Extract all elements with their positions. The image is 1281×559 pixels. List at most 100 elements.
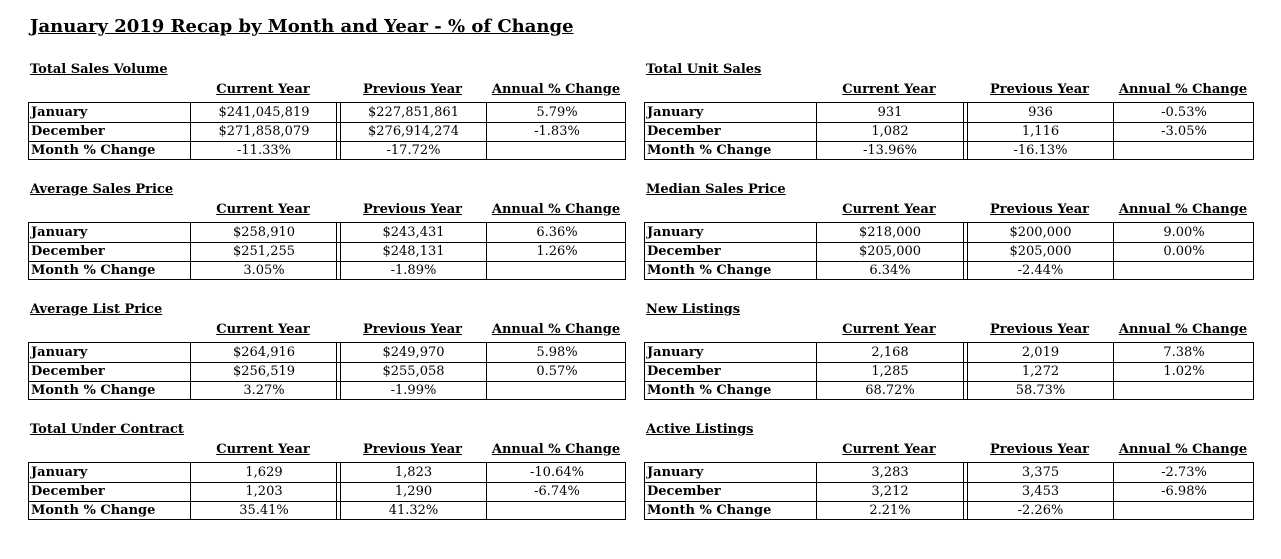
cell-annual: 0.00% (1163, 244, 1205, 259)
table-row: December $256,519 $255,058 0.57% (29, 362, 625, 382)
cell-previous: 3,375 (1021, 465, 1060, 480)
cell-previous: $200,000 (1009, 225, 1072, 240)
page-title: January 2019 Recap by Month and Year - %… (30, 16, 574, 37)
cell-previous: $248,131 (382, 244, 445, 259)
cell-annual: 0.57% (536, 364, 578, 379)
table-row: January 931 936 -0.53% (645, 103, 1253, 123)
table-row: January $258,910 $243,431 6.36% (29, 223, 625, 243)
data-table: January $264,916 $249,970 5.98% December $256… (28, 342, 626, 400)
row-label: Month % Change (647, 383, 772, 398)
column-header-current: Current Year (842, 202, 936, 217)
cell-previous: $255,058 (382, 364, 445, 379)
data-table: January $218,000 $200,000 9.00% December $205… (644, 222, 1254, 280)
cell-annual: -10.64% (530, 465, 584, 480)
column-divider (190, 103, 191, 159)
row-label: Month % Change (647, 143, 772, 158)
column-header-annual: Annual % Change (1118, 202, 1248, 217)
column-divider (190, 223, 191, 279)
column-divider (340, 343, 341, 399)
cell-previous: 1,272 (1021, 364, 1060, 379)
cell-current: -13.96% (863, 143, 917, 158)
cell-current: -11.33% (237, 143, 291, 158)
column-header-current: Current Year (216, 322, 310, 337)
column-divider (967, 463, 968, 519)
table-row: January $264,916 $249,970 5.98% (29, 343, 625, 363)
cell-current: 68.72% (865, 383, 915, 398)
table-row: December 1,082 1,116 -3.05% (645, 122, 1253, 142)
cell-annual: -0.53% (1161, 105, 1207, 120)
section-title: Average Sales Price (30, 182, 174, 197)
table-row: Month % Change 6.34% -2.44% (645, 261, 1253, 280)
column-divider (340, 223, 341, 279)
row-label: December (647, 124, 721, 139)
column-header-previous: Previous Year (362, 322, 463, 337)
cell-annual (487, 501, 627, 520)
data-table: January 1,629 1,823 -10.64% December 1,203 1,2… (28, 462, 626, 520)
row-label: Month % Change (31, 503, 156, 518)
cell-previous: -1.99% (390, 383, 437, 398)
section-title: New Listings (646, 302, 741, 317)
column-header-previous: Previous Year (362, 442, 463, 457)
column-header-current: Current Year (216, 82, 310, 97)
row-label: Month % Change (647, 503, 772, 518)
row-label: January (31, 105, 88, 120)
column-divider (816, 103, 817, 159)
row-label: Month % Change (31, 383, 156, 398)
data-table: January 3,283 3,375 -2.73% December 3,212 3,45… (644, 462, 1254, 520)
column-header-current: Current Year (842, 82, 936, 97)
data-table: January $258,910 $243,431 6.36% December $251… (28, 222, 626, 280)
column-divider (967, 103, 968, 159)
cell-annual: -6.74% (534, 484, 580, 499)
column-header-previous: Previous Year (989, 202, 1090, 217)
cell-annual: 5.98% (536, 345, 578, 360)
cell-previous: -16.13% (1013, 143, 1068, 158)
row-label: December (31, 364, 105, 379)
cell-annual: -1.83% (534, 124, 580, 139)
column-header-previous: Previous Year (989, 442, 1090, 457)
table-row: January $218,000 $200,000 9.00% (645, 223, 1253, 243)
cell-annual: 7.38% (1163, 345, 1205, 360)
cell-previous: $205,000 (1009, 244, 1072, 259)
data-table: January $241,045,819 $227,851,861 5.79% Dece… (28, 102, 626, 160)
row-label: January (31, 225, 88, 240)
cell-previous: 1,290 (394, 484, 433, 499)
row-label: January (647, 465, 704, 480)
cell-current: 6.34% (869, 263, 911, 278)
column-divider (340, 103, 341, 159)
column-header-previous: Previous Year (989, 322, 1090, 337)
table-row: December $271,858,079 $276,914,274 -1.83% (29, 122, 625, 142)
column-divider (336, 463, 337, 519)
section-title: Total Unit Sales (646, 62, 762, 77)
row-label: Month % Change (31, 143, 156, 158)
column-divider (340, 463, 341, 519)
cell-current: $264,916 (232, 345, 296, 360)
column-divider (486, 463, 487, 519)
cell-current: 2.21% (869, 503, 911, 518)
cell-current: $218,000 (858, 225, 922, 240)
row-label: Month % Change (647, 263, 772, 278)
cell-annual (487, 261, 627, 280)
cell-annual: 6.36% (536, 225, 578, 240)
cell-previous: $249,970 (382, 345, 445, 360)
column-header-previous: Previous Year (362, 82, 463, 97)
cell-previous: 2,019 (1021, 345, 1060, 360)
column-header-current: Current Year (216, 442, 310, 457)
row-label: December (31, 484, 105, 499)
row-label: January (647, 225, 704, 240)
column-header-current: Current Year (216, 202, 310, 217)
row-label: January (31, 345, 88, 360)
cell-annual: -6.98% (1161, 484, 1207, 499)
column-divider (967, 343, 968, 399)
column-header-annual: Annual % Change (1118, 82, 1248, 97)
cell-previous: -2.26% (1017, 503, 1064, 518)
column-header-previous: Previous Year (362, 202, 463, 217)
cell-current: 3.27% (243, 383, 285, 398)
cell-previous: -1.89% (390, 263, 437, 278)
cell-previous: $227,851,861 (368, 105, 459, 120)
cell-previous: 3,453 (1021, 484, 1060, 499)
column-divider (963, 103, 964, 159)
column-divider (967, 223, 968, 279)
table-row: January $241,045,819 $227,851,861 5.79% (29, 103, 625, 123)
column-divider (336, 223, 337, 279)
table-row: December 3,212 3,453 -6.98% (645, 482, 1253, 502)
